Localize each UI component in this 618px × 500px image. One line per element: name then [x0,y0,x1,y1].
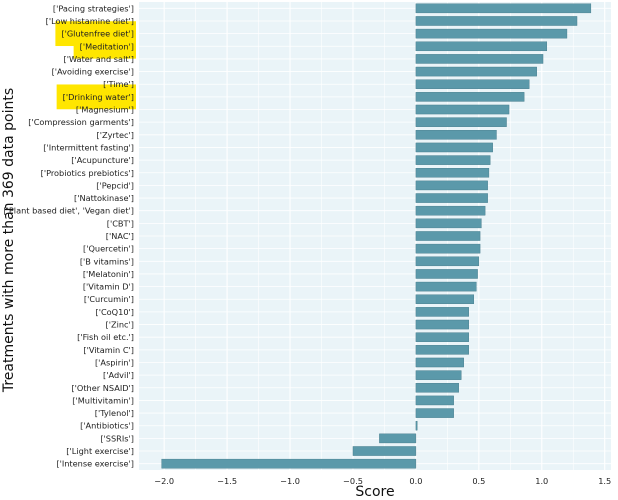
bar [415,3,592,14]
category-label: ['Light exercise'] [66,446,134,456]
bar [415,319,469,330]
category-label: ['SSRIs'] [100,433,134,443]
bar [415,332,469,342]
category-label: ['Compression garments'] [28,117,134,127]
y-axis-label: Treatments with more than 369 data point… [1,88,17,393]
bar [415,117,507,127]
category-label: ['Avoiding exercise'] [52,67,134,77]
bar [415,130,497,140]
bar [415,193,488,203]
category-label: ['Meditation'] [80,41,134,51]
category-label: ['Zinc'] [106,320,134,330]
bar [415,92,525,102]
x-tick-label: −1.0 [280,476,300,486]
category-label: ['CBT'] [107,218,134,228]
x-tick-label: 1.5 [598,476,611,486]
category-label: ['Water and salt'] [64,54,134,64]
category-label: ['Aspirin'] [95,357,134,367]
category-label: ['CoQ10'] [96,307,134,317]
category-label: ['Quercetin'] [83,244,134,254]
bar [415,281,477,292]
bar [415,269,478,279]
x-tick-label: 0.5 [472,476,485,486]
bar [161,458,417,469]
bar [415,307,469,317]
category-label: ['Probiotics prebiotics'] [41,168,134,178]
highlight-mark [73,33,136,59]
category-label: ['Magnesium'] [76,105,134,115]
category-label: ['Time'] [103,79,134,89]
category-label: ['Plant based diet', 'Vegan diet'] [3,206,134,216]
bar [415,155,491,165]
bar [415,168,490,178]
category-label: ['Drinking water'] [63,92,134,102]
category-label: ['Nattokinase'] [74,193,134,203]
category-label: ['Glutenfree diet'] [61,29,134,39]
bar [415,395,454,406]
category-label: ['Curcumin'] [84,294,134,304]
category-label: ['Intense exercise'] [56,459,134,469]
bar [352,446,417,456]
bar [415,16,578,26]
bar [415,357,464,368]
bar [415,180,488,191]
bar [415,205,486,216]
bar [415,383,459,393]
x-tick-label: −2.0 [154,476,174,486]
bar [415,218,482,229]
x-axis-label: Score [355,484,394,500]
category-label: ['Advil'] [103,370,134,380]
bar [415,256,480,267]
x-tick-label: −1.5 [217,476,237,486]
category-label: ['Antibiotics'] [80,421,134,431]
category-label: ['Vitamin D'] [83,282,134,292]
bar [379,433,417,444]
bar [415,370,462,380]
bar [415,420,418,431]
highlight-mark [56,84,136,110]
category-label: ['Acupuncture'] [71,155,134,165]
category-label: ['Pacing strategies'] [53,3,134,13]
category-label: ['Other NSAID'] [71,383,134,393]
bar [415,345,469,355]
bar [415,294,475,304]
category-label: ['Fish oil etc.'] [77,332,134,342]
category-label: ['B vitamins'] [80,256,134,266]
category-label: ['Low histamine diet'] [46,16,134,26]
x-tick-label: −0.5 [343,476,363,486]
x-tick-label: 0.0 [409,476,422,486]
bar [415,243,481,254]
bar [415,142,493,153]
category-label: ['Intermittent fasting'] [43,142,134,152]
category-label: ['Pepcid'] [96,180,134,190]
bar [415,66,537,77]
category-label: ['Vitamin C'] [83,345,134,355]
bar [415,104,510,115]
category-label: ['Melatonin'] [83,269,134,279]
category-label: ['Zyrtec'] [97,130,134,140]
bar [415,41,548,52]
bar [415,408,454,418]
category-label: ['Multivitamin'] [72,395,134,405]
category-label: ['Tylenol'] [95,408,134,418]
bar [415,79,530,89]
category-label: ['NAC'] [106,231,134,241]
bar [415,54,544,64]
bar [415,28,568,39]
x-tick-label: 1.0 [535,476,548,486]
bar [415,231,481,241]
